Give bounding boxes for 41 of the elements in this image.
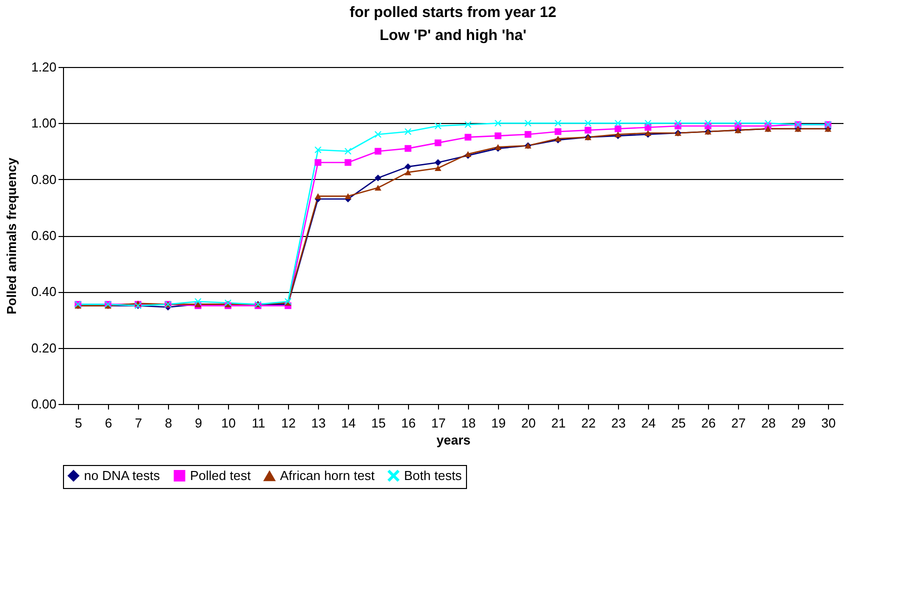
x-tick-label: 11	[252, 416, 266, 430]
x-axis-title: years	[436, 432, 470, 448]
x-tick-label: 13	[311, 416, 326, 430]
legend-label: Polled test	[190, 468, 252, 483]
x-tick-label: 5	[74, 416, 82, 430]
x-tick-label: 17	[431, 416, 446, 430]
x-tick-label: 14	[341, 416, 356, 430]
x-tick-label: 8	[164, 416, 172, 430]
x-tick-label: 27	[731, 416, 746, 430]
y-tick-label: 0.60	[31, 228, 56, 243]
chart-title: for polled starts from year 12	[350, 4, 556, 21]
x-tick-label: 15	[371, 416, 386, 430]
x-tick-label: 9	[194, 416, 202, 430]
x-tick-label: 22	[581, 416, 596, 430]
legend-label: Both tests	[404, 468, 462, 483]
x-tick-label: 10	[221, 416, 236, 430]
y-tick-label: 0.00	[31, 396, 56, 412]
x-tick-label: 21	[551, 416, 566, 430]
x-tick-label: 23	[611, 416, 626, 430]
x-tick-label: 19	[491, 416, 506, 430]
x-tick-label: 26	[701, 416, 716, 430]
legend-label: no DNA tests	[84, 468, 160, 483]
x-tick-label: 20	[521, 416, 536, 430]
chart-subtitle: Low 'P' and high 'ha'	[380, 27, 526, 44]
x-tick-label: 6	[104, 416, 112, 430]
y-axis-title: Polled animals frequency	[4, 156, 20, 314]
x-tick-label: 18	[461, 416, 476, 430]
y-tick-label: 1.00	[31, 116, 56, 131]
y-tick-label: 0.20	[31, 340, 56, 356]
legend-label: African horn test	[280, 468, 376, 484]
y-tick-label: 0.40	[31, 284, 56, 300]
x-tick-label: 30	[821, 416, 836, 430]
x-tick-label: 29	[791, 416, 806, 430]
x-tick-label: 7	[134, 416, 142, 430]
y-tick-label: 1.20	[31, 60, 56, 74]
y-tick-label: 0.80	[31, 172, 56, 187]
x-tick-label: 25	[671, 416, 686, 430]
x-tick-label: 28	[761, 416, 776, 430]
x-tick-label: 16	[401, 416, 416, 430]
x-tick-label: 12	[281, 416, 296, 430]
x-tick-label: 24	[641, 416, 656, 430]
